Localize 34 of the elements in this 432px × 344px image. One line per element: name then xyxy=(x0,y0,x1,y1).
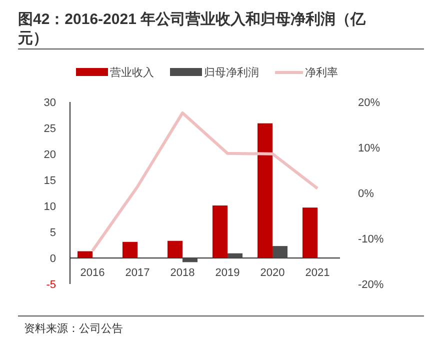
y2-tick-label: -20% xyxy=(358,279,384,291)
y-tick-label: 10 xyxy=(44,201,56,213)
bar xyxy=(302,208,318,258)
x-tick-label: 2016 xyxy=(80,267,105,279)
y2-tick-label: -10% xyxy=(358,234,384,246)
bar xyxy=(272,246,288,258)
y-tick-label: 15 xyxy=(44,175,56,187)
x-tick-label: 2020 xyxy=(260,267,285,279)
bar xyxy=(212,205,228,258)
y-tick-label: 0 xyxy=(50,253,56,265)
text: 资料来源：公司公告 xyxy=(24,322,123,335)
legend-label: 归母净利润 xyxy=(204,66,259,79)
y2-tick-label: 0% xyxy=(358,188,374,200)
y-tick-label: 20 xyxy=(44,149,56,161)
line-series xyxy=(91,111,319,252)
y-tick-label: 25 xyxy=(44,123,56,135)
y2-tick-label: 20% xyxy=(358,97,380,109)
legend-label: 净利率 xyxy=(305,66,338,79)
bar xyxy=(78,251,92,258)
x-tick-label: 2019 xyxy=(215,267,240,279)
y-tick-label: -5 xyxy=(46,279,56,291)
legend-label: 营业收入 xyxy=(110,66,154,79)
bar xyxy=(182,258,198,262)
y-tick-label: 5 xyxy=(50,227,56,239)
y-tick-label: 30 xyxy=(44,97,56,109)
bar xyxy=(228,253,242,258)
bar xyxy=(258,123,272,258)
title: 图42：2016-2021 年公司营业收入和归母净利润（亿元） xyxy=(18,11,366,47)
x-tick-label: 2017 xyxy=(125,267,150,279)
y2-tick-label: 10% xyxy=(358,142,380,154)
bar xyxy=(168,240,182,258)
bar xyxy=(122,242,138,258)
x-tick-label: 2018 xyxy=(170,267,195,279)
x-tick-label: 2021 xyxy=(305,267,330,279)
